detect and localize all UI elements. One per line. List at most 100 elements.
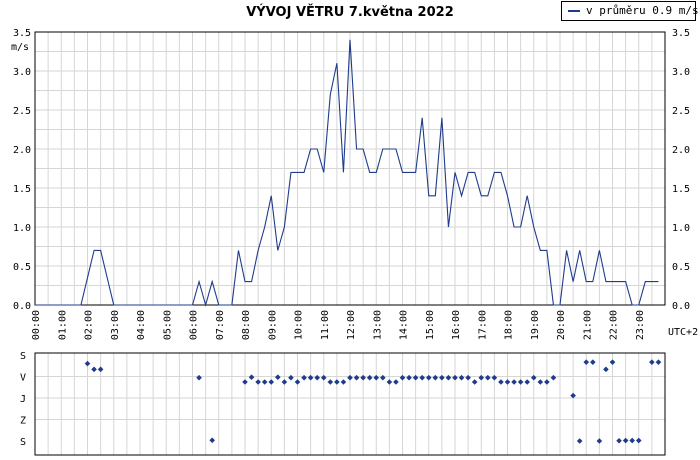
direction-point xyxy=(294,379,301,385)
direction-point xyxy=(629,437,635,444)
direction-point xyxy=(393,379,399,385)
direction-point xyxy=(458,374,465,381)
direction-point xyxy=(91,366,97,373)
direction-point xyxy=(517,379,524,385)
x-tick-label: 18:00 xyxy=(504,310,515,340)
direction-point xyxy=(353,374,360,381)
direction-point xyxy=(478,374,485,381)
direction-point xyxy=(242,379,248,385)
legend-swatch xyxy=(568,10,580,12)
direction-point xyxy=(268,379,275,385)
direction-tick-label: J xyxy=(20,394,26,405)
y-axis-left-labels: 0.0 0.5 1.0 1.5 2.0 2.5 3.0 3.5 xyxy=(13,28,31,312)
direction-point xyxy=(412,374,419,381)
direction-point xyxy=(97,366,104,373)
x-tick-label: 03:00 xyxy=(110,310,121,340)
x-tick-label: 01:00 xyxy=(57,310,68,340)
direction-point xyxy=(275,374,281,381)
direction-point xyxy=(655,359,662,365)
direction-tick-label: S xyxy=(20,437,26,448)
direction-point xyxy=(360,374,366,381)
direction-point xyxy=(209,437,215,444)
x-tick-label: 16:00 xyxy=(451,310,462,340)
speed-series xyxy=(35,39,659,308)
speed-plot-frame xyxy=(34,31,666,306)
chart-title: VÝVOJ VĚTRU 7.května 2022 xyxy=(246,5,454,20)
y-tick-label: 1.0 xyxy=(13,223,31,234)
legend: v průměru 0.9 m/s xyxy=(561,1,699,21)
timezone-label: UTC+2 xyxy=(668,327,698,338)
y-tick-label-right: 2.0 xyxy=(672,145,690,156)
x-tick-label: 23:00 xyxy=(635,310,646,340)
y-unit-label: m/s xyxy=(11,42,29,53)
x-tick-label: 14:00 xyxy=(399,310,410,340)
x-tick-label: 02:00 xyxy=(84,310,95,340)
x-tick-label: 13:00 xyxy=(372,310,383,340)
direction-point xyxy=(583,359,590,365)
direction-point xyxy=(576,438,583,444)
direction-point xyxy=(84,360,91,367)
direction-point xyxy=(491,374,498,381)
y-tick-label-right: 0.0 xyxy=(672,301,690,312)
y-tick-label-right: 1.5 xyxy=(672,184,690,195)
direction-point xyxy=(366,374,373,381)
direction-point xyxy=(347,374,353,381)
y-tick-label: 3.0 xyxy=(13,67,31,78)
direction-point xyxy=(439,374,445,381)
direction-point xyxy=(590,359,596,365)
direction-point xyxy=(314,374,320,381)
direction-point xyxy=(307,374,314,381)
direction-point xyxy=(485,374,491,381)
y-tick-label: 2.0 xyxy=(13,145,31,156)
y-tick-label: 0.5 xyxy=(13,262,31,273)
direction-point xyxy=(340,379,347,385)
direction-plot-frame xyxy=(34,352,666,456)
direction-point xyxy=(511,379,517,385)
x-tick-label: 04:00 xyxy=(136,310,147,340)
direction-point xyxy=(380,374,386,381)
direction-point xyxy=(616,437,622,444)
direction-point xyxy=(530,374,537,381)
direction-point xyxy=(432,374,439,381)
direction-point xyxy=(544,379,550,385)
legend-label: v průměru 0.9 m/s xyxy=(586,4,699,17)
x-tick-label: 21:00 xyxy=(582,310,593,340)
x-tick-label: 20:00 xyxy=(556,310,567,340)
x-tick-label: 10:00 xyxy=(294,310,305,340)
direction-tick-label: Z xyxy=(20,416,26,427)
direction-point xyxy=(471,379,478,385)
x-tick-label: 09:00 xyxy=(267,310,278,340)
x-tick-label: 22:00 xyxy=(609,310,620,340)
x-tick-label: 05:00 xyxy=(162,310,173,340)
direction-point xyxy=(373,374,380,381)
y-tick-label: 3.5 xyxy=(13,28,31,39)
direction-point xyxy=(550,374,557,381)
x-tick-label: 12:00 xyxy=(346,310,357,340)
x-tick-label: 11:00 xyxy=(320,310,331,340)
direction-point xyxy=(570,392,576,399)
direction-point xyxy=(301,374,307,381)
y-tick-label: 2.5 xyxy=(13,106,31,117)
direction-point xyxy=(288,374,294,381)
direction-point xyxy=(261,379,268,385)
x-tick-label: 00:00 xyxy=(31,310,42,340)
direction-point xyxy=(399,374,406,381)
y-tick-label-right: 0.5 xyxy=(672,262,690,273)
direction-point xyxy=(255,379,261,385)
direction-point xyxy=(425,374,432,381)
y-tick-label: 1.5 xyxy=(13,184,31,195)
direction-tick-label: V xyxy=(20,373,26,384)
y-tick-label-right: 2.5 xyxy=(672,106,690,117)
x-tick-label: 06:00 xyxy=(189,310,200,340)
direction-tick-label: S xyxy=(20,351,26,362)
direction-point xyxy=(406,374,412,381)
direction-point xyxy=(320,374,327,381)
direction-point xyxy=(281,379,288,385)
y-tick-label-right: 3.5 xyxy=(672,28,690,39)
x-tick-label: 19:00 xyxy=(530,310,541,340)
x-axis-labels: 00:00 01:00 02:00 03:00 04:00 05:00 06:00 07:00… xyxy=(31,310,646,340)
direction-point xyxy=(609,359,616,365)
direction-point xyxy=(537,379,544,385)
direction-point xyxy=(603,366,609,373)
